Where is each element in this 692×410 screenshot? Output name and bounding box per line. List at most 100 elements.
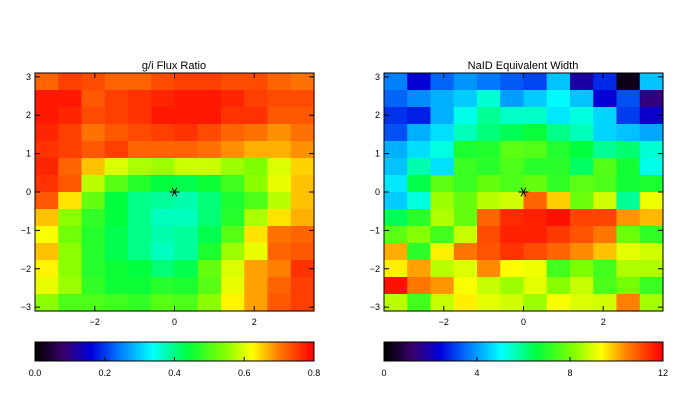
naid-equivalent-width-colorbar-swatch <box>525 342 528 361</box>
gi-flux-ratio-cell <box>244 277 269 295</box>
gi-flux-ratio-cell <box>244 107 269 125</box>
naid-equivalent-width-colorbar-swatch <box>629 342 632 361</box>
gi-flux-ratio-cell <box>197 260 222 278</box>
gi-flux-ratio-cell <box>221 141 245 159</box>
gi-flux-ratio-colorbar-swatch <box>60 342 64 361</box>
gi-flux-ratio-colorbar-swatch <box>132 342 136 361</box>
gi-flux-ratio-cell <box>221 192 245 210</box>
gi-flux-ratio-cell <box>81 192 106 210</box>
naid-equivalent-width-colorbar-swatch <box>431 342 435 361</box>
naid-equivalent-width-cell <box>639 124 664 142</box>
gi-flux-ratio-cell <box>81 90 106 108</box>
gi-flux-ratio-colorbar-swatch <box>176 342 179 361</box>
naid-equivalent-width-colorbar-swatch <box>384 342 387 361</box>
gi-flux-ratio-cell <box>58 277 83 295</box>
naid-equivalent-width-colorbar-swatch <box>529 342 532 361</box>
gi-flux-ratio-colorbar-swatch <box>274 342 277 361</box>
naid-equivalent-width-y-tick-label: 1 <box>375 149 380 159</box>
naid-equivalent-width-cell <box>477 243 501 261</box>
gi-flux-ratio-colorbar-swatch <box>302 342 305 361</box>
gi-flux-ratio-colorbar-swatch <box>294 342 297 361</box>
naid-equivalent-width-colorbar-swatch <box>389 342 393 361</box>
gi-flux-ratio-cell <box>244 90 269 108</box>
gi-flux-ratio-colorbar-label: 0.0 <box>29 368 42 378</box>
naid-equivalent-width-title: NaID Equivalent Width <box>468 60 579 72</box>
naid-equivalent-width-colorbar-swatch <box>589 342 592 361</box>
gi-flux-ratio-cell <box>104 243 129 261</box>
naid-equivalent-width-cell <box>453 192 478 210</box>
naid-equivalent-width-cell <box>616 124 641 142</box>
naid-equivalent-width-cell <box>500 141 525 159</box>
gi-flux-ratio-cell <box>128 294 152 312</box>
gi-flux-ratio-colorbar-swatch <box>250 342 253 361</box>
gi-flux-ratio-x-tick-label: 0 <box>172 317 177 327</box>
gi-flux-ratio-cell <box>81 107 106 125</box>
gi-flux-ratio-colorbar-swatch <box>164 342 168 361</box>
gi-flux-ratio-center-marker <box>169 187 180 197</box>
naid-equivalent-width-colorbar-swatch <box>487 342 491 361</box>
naid-equivalent-width-colorbar-swatch <box>385 342 389 361</box>
gi-flux-ratio-marker-stroke <box>171 187 178 197</box>
naid-equivalent-width-colorbar-label: 12 <box>658 368 668 378</box>
naid-equivalent-width-colorbar-swatch <box>581 342 584 361</box>
gi-flux-ratio-cell <box>151 277 176 295</box>
naid-equivalent-width-cell <box>500 226 525 244</box>
gi-flux-ratio-tick-labels: −2 0 2 3 2 1 0 −1 −2 −3 <box>21 72 257 327</box>
naid-equivalent-width-colorbar-swatch <box>649 342 652 361</box>
naid-equivalent-width-colorbar-swatch <box>459 342 463 361</box>
gi-flux-ratio-cell <box>267 277 292 295</box>
naid-equivalent-width-colorbar-swatch <box>641 342 644 361</box>
gi-flux-ratio-colorbar-swatch <box>42 342 46 361</box>
naid-equivalent-width-cell <box>616 107 641 125</box>
naid-equivalent-width-cell <box>384 209 408 227</box>
naid-equivalent-width-colorbar-swatch <box>619 342 622 361</box>
naid-equivalent-width-cell <box>500 124 525 142</box>
naid-equivalent-width-cell <box>453 294 478 312</box>
gi-flux-ratio-cell <box>244 209 269 227</box>
naid-equivalent-width-cell <box>616 175 641 193</box>
gi-flux-ratio-cell <box>128 107 152 125</box>
naid-equivalent-width-cell <box>616 243 641 261</box>
gi-flux-ratio-colorbar-swatch <box>52 342 56 361</box>
naid-equivalent-width-x-tick-label: 0 <box>521 317 526 327</box>
gi-flux-ratio-colorbar-swatch <box>74 342 78 361</box>
naid-equivalent-width-cell <box>546 226 571 244</box>
gi-flux-ratio-cell <box>197 141 222 159</box>
gi-flux-ratio-cell <box>151 260 176 278</box>
gi-flux-ratio-colorbar-swatch <box>218 342 221 361</box>
naid-equivalent-width-colorbar-swatch <box>611 342 614 361</box>
naid-equivalent-width-cell <box>430 124 455 142</box>
gi-flux-ratio-cell <box>244 175 269 193</box>
gi-flux-ratio-cell <box>151 294 176 312</box>
gi-flux-ratio-colorbar-swatch <box>306 342 309 361</box>
naid-equivalent-width-colorbar-swatch <box>539 342 542 361</box>
gi-flux-ratio-cell <box>104 209 129 227</box>
naid-equivalent-width-cell <box>384 226 408 244</box>
naid-equivalent-width-cell <box>593 141 618 159</box>
gi-flux-ratio-cell <box>128 226 152 244</box>
naid-equivalent-width-colorbar-swatch <box>423 342 427 361</box>
gi-flux-ratio-colorbar-swatch <box>244 342 247 361</box>
gi-flux-ratio-cell <box>267 175 292 193</box>
naid-equivalent-width-cell <box>407 124 432 142</box>
naid-equivalent-width-cell <box>593 107 618 125</box>
naid-equivalent-width-cell <box>546 175 571 193</box>
naid-equivalent-width-colorbar-label: 8 <box>567 368 572 378</box>
naid-equivalent-width-cell <box>523 260 548 278</box>
gi-flux-ratio-colorbar-swatch <box>84 342 88 361</box>
naid-equivalent-width-colorbar-swatch <box>613 342 616 361</box>
gi-flux-ratio-cell <box>58 226 83 244</box>
naid-equivalent-width-colorbar-swatch <box>599 342 602 361</box>
gi-flux-ratio-colorbar-swatch <box>304 342 307 361</box>
gi-flux-ratio-colorbar-swatch <box>232 342 235 361</box>
gi-flux-ratio-colorbar-swatch <box>138 342 142 361</box>
naid-equivalent-width-colorbar-swatch <box>533 342 536 361</box>
gi-flux-ratio-cell <box>35 226 59 244</box>
gi-flux-ratio-cell <box>104 141 129 159</box>
naid-equivalent-width-colorbar-swatch <box>521 342 524 361</box>
naid-equivalent-width-cell <box>593 243 618 261</box>
naid-equivalent-width-cell <box>430 141 455 159</box>
gi-flux-ratio-cell <box>128 141 152 159</box>
naid-equivalent-width-cell <box>430 260 455 278</box>
